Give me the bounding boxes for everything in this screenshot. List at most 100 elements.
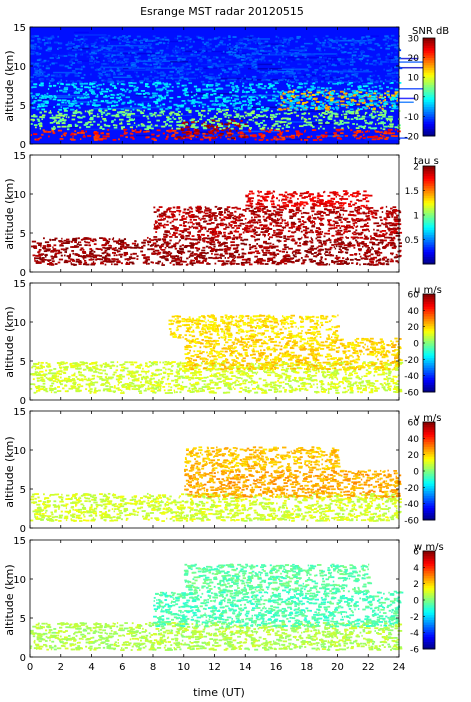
field-cell <box>38 74 43 77</box>
field-cell <box>247 104 250 107</box>
field-cell <box>223 223 227 226</box>
field-cell <box>71 239 74 242</box>
field-cell <box>183 260 187 263</box>
field-cell <box>363 94 368 96</box>
field-cell <box>268 236 273 239</box>
field-cell <box>74 75 78 77</box>
field-cell <box>313 60 317 63</box>
field-cell <box>294 98 300 101</box>
field-texture <box>221 52 267 55</box>
field-cell <box>186 63 188 66</box>
field-cell <box>316 136 321 138</box>
field-cell <box>359 59 362 62</box>
field-cell <box>111 263 113 266</box>
field-cell <box>34 35 39 38</box>
field-cell <box>65 116 68 118</box>
field-cell <box>65 83 71 86</box>
panel-tau-ylabel: altitude (km) <box>3 178 16 249</box>
field-cell <box>83 82 89 85</box>
field-cell <box>46 65 49 67</box>
field-cell <box>54 254 57 257</box>
field-cell <box>355 75 358 78</box>
field-cell <box>202 71 206 74</box>
field-texture <box>71 60 101 62</box>
field-cell <box>191 121 196 123</box>
field-cell <box>97 75 101 77</box>
field-cell <box>218 74 221 77</box>
field-cell <box>117 73 120 76</box>
field-cell <box>311 86 316 89</box>
field-cell <box>99 91 103 94</box>
field-cell <box>34 71 38 74</box>
field-cell <box>356 129 362 132</box>
colorbar-step <box>423 101 435 105</box>
field-cell <box>333 122 338 125</box>
field-cell <box>140 41 143 44</box>
field-cell <box>290 48 294 51</box>
field-cell <box>337 44 340 47</box>
field-cell <box>322 56 328 59</box>
field-cell <box>111 121 114 123</box>
field-cell <box>317 41 320 43</box>
field-cell <box>333 246 335 248</box>
field-cell <box>138 55 141 57</box>
field-cell <box>240 136 243 139</box>
field-cell <box>53 244 57 247</box>
field-cell <box>322 102 324 105</box>
field-cell <box>255 42 257 45</box>
field-cell <box>206 83 209 86</box>
field-cell <box>187 208 190 211</box>
field-cell <box>162 240 167 242</box>
field-cell <box>123 253 129 255</box>
field-cell <box>359 219 363 222</box>
field-cell <box>147 117 150 120</box>
field-cell <box>321 231 324 233</box>
field-cell <box>267 99 272 102</box>
field-cell <box>259 127 265 130</box>
field-cell <box>156 88 160 91</box>
field-cell <box>180 253 183 256</box>
field-cell <box>395 95 399 98</box>
field-cell <box>43 95 48 98</box>
field-cell <box>246 226 249 229</box>
field-cell <box>115 96 119 99</box>
field-cell <box>200 58 203 61</box>
field-cell <box>292 96 296 99</box>
field-cell <box>110 49 112 52</box>
field-cell <box>295 81 298 84</box>
field-texture <box>385 75 399 77</box>
field-cell <box>339 61 344 64</box>
colorbar-step <box>423 131 435 134</box>
field-cell <box>165 123 169 125</box>
field-cell <box>384 36 389 39</box>
field-cell <box>197 77 199 80</box>
field-cell <box>260 128 263 131</box>
field-cell <box>286 70 290 73</box>
field-cell <box>145 83 149 85</box>
field-cell <box>51 127 54 130</box>
field-cell <box>79 97 84 100</box>
field-cell <box>383 132 388 135</box>
field-cell <box>254 239 257 242</box>
field-cell <box>236 88 240 91</box>
field-cell <box>143 38 146 41</box>
field-texture <box>208 134 259 136</box>
field-cell <box>327 69 332 72</box>
field-cell <box>201 109 206 112</box>
field-cell <box>102 83 105 86</box>
field-cell <box>206 119 211 121</box>
field-cell <box>391 215 394 218</box>
field-cell <box>259 40 261 42</box>
field-cell <box>360 242 365 244</box>
field-cell <box>46 102 49 105</box>
field-cell <box>80 112 83 115</box>
field-cell <box>323 263 328 266</box>
field-cell <box>106 240 110 243</box>
field-cell <box>85 263 90 266</box>
field-cell <box>316 58 322 60</box>
field-cell <box>235 115 239 118</box>
field-cell <box>216 65 221 68</box>
field-cell <box>134 71 136 73</box>
field-cell <box>239 132 244 135</box>
colorbar-step <box>423 84 435 88</box>
